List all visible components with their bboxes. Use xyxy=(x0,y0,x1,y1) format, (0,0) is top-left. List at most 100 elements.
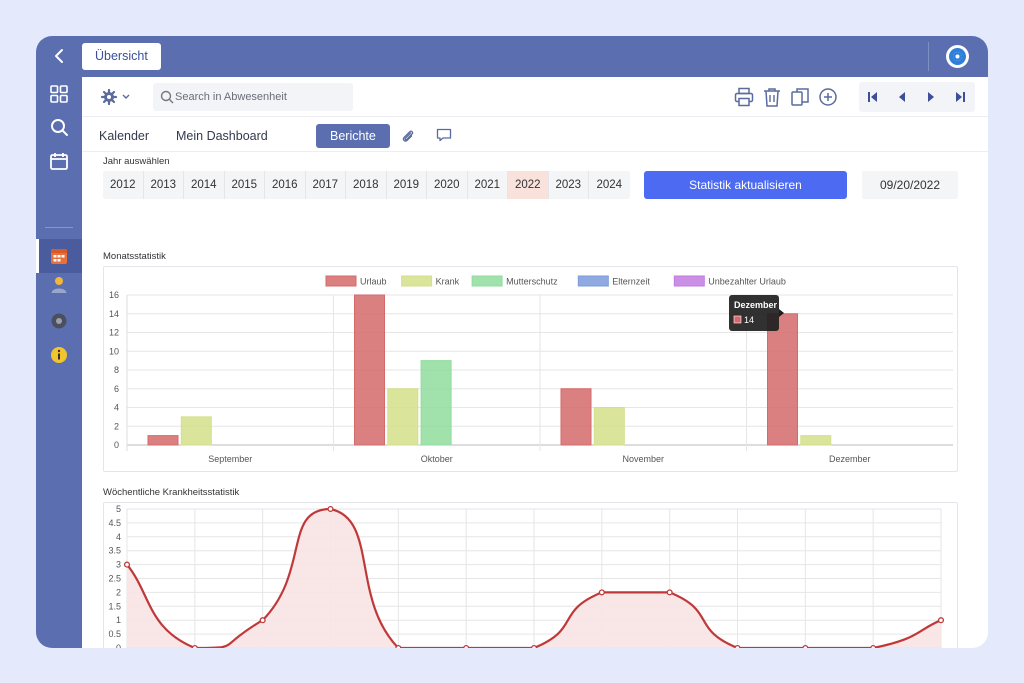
pagination-group xyxy=(859,82,975,112)
y-tick-label: 14 xyxy=(109,309,119,319)
update-statistics-button[interactable]: Statistik aktualisieren xyxy=(644,171,847,199)
year-option-selected[interactable]: 2022 xyxy=(508,171,549,199)
chevron-left-icon xyxy=(55,49,63,63)
legend-item: Elternzeit xyxy=(577,275,650,287)
legend-item: Mutterschutz xyxy=(471,275,558,287)
data-point xyxy=(666,589,673,596)
next-icon[interactable] xyxy=(923,89,939,105)
x-tick-label: Dezember xyxy=(829,454,871,464)
y-tick-label: 0 xyxy=(114,440,119,450)
year-option[interactable]: 2023 xyxy=(549,171,589,199)
legend-swatch xyxy=(401,275,433,287)
y-tick-label: 2 xyxy=(116,587,121,597)
paperclip-icon[interactable] xyxy=(401,129,415,143)
data-point xyxy=(395,644,402,648)
y-tick-label: 1 xyxy=(116,615,121,625)
sub-navigation: Kalender Mein Dashboard Berichte xyxy=(82,117,988,152)
bar-urlaub xyxy=(767,313,798,446)
date-field[interactable]: 09/20/2022 xyxy=(862,171,958,199)
y-tick-label: 8 xyxy=(114,365,119,375)
bar-urlaub xyxy=(147,435,179,446)
data-point xyxy=(937,617,945,624)
prev-icon[interactable] xyxy=(894,89,910,105)
year-option[interactable]: 2020 xyxy=(427,171,468,199)
data-point xyxy=(530,644,538,648)
overview-tab[interactable]: Übersicht xyxy=(82,43,161,70)
year-option[interactable]: 2012 xyxy=(103,171,144,199)
tooltip-title: Dezember xyxy=(734,300,778,310)
main-area: Kalender Mein Dashboard Berichte Jahr au… xyxy=(82,77,988,648)
y-tick-label: 4 xyxy=(116,532,121,542)
y-tick-label: 4.5 xyxy=(108,518,121,528)
grid-icon[interactable] xyxy=(49,84,69,104)
y-tick-label: 2 xyxy=(114,421,119,431)
year-option[interactable]: 2019 xyxy=(387,171,427,199)
comment-icon[interactable] xyxy=(436,128,452,142)
area-fill xyxy=(127,509,941,648)
gear-icon xyxy=(100,88,130,106)
legend-label: Krank xyxy=(436,277,460,287)
y-tick-label: 0.5 xyxy=(108,629,121,639)
year-select-label: Jahr auswählen xyxy=(103,156,170,167)
tab-mein-dashboard[interactable]: Mein Dashboard xyxy=(176,129,268,143)
legend-swatch xyxy=(471,275,503,287)
data-point xyxy=(259,617,266,624)
legend-label: Unbezahlter Urlaub xyxy=(708,277,786,287)
toolbar xyxy=(82,77,988,117)
copy-icon[interactable] xyxy=(789,86,811,108)
year-option[interactable]: 2016 xyxy=(265,171,306,199)
year-option[interactable]: 2015 xyxy=(225,171,265,199)
tooltip-arrow xyxy=(779,309,784,317)
year-option[interactable]: 2024 xyxy=(596,179,623,191)
search-icon[interactable] xyxy=(49,117,69,137)
year-option[interactable]: 2018 xyxy=(346,171,387,199)
legend-item: Urlaub xyxy=(325,275,387,287)
legend-swatch xyxy=(673,275,705,287)
y-tick-label: 0 xyxy=(116,643,121,648)
weekly-line-chart: 00.511.522.533.544.55KW 37KW 39KW 40KW 4… xyxy=(108,504,945,648)
tab-kalender[interactable]: Kalender xyxy=(99,129,150,143)
back-button[interactable] xyxy=(50,46,70,66)
bar-mutterschutz xyxy=(420,360,452,446)
weekly-stats-title: Wöchentliche Krankheitsstatistik xyxy=(103,487,240,498)
calendar-icon[interactable] xyxy=(49,151,69,171)
bar-krank xyxy=(800,435,832,446)
chart-tooltip: Dezember 14 xyxy=(729,295,784,331)
year-option[interactable]: 2017 xyxy=(306,171,346,199)
y-tick-label: 16 xyxy=(109,290,119,300)
legend-label: Urlaub xyxy=(360,277,387,287)
search-box xyxy=(153,83,353,111)
settings-dropdown[interactable] xyxy=(100,88,136,106)
tab-berichte[interactable]: Berichte xyxy=(316,124,390,148)
legend-label: Elternzeit xyxy=(612,277,650,287)
first-page-icon[interactable] xyxy=(865,89,881,105)
sidebar-item-active[interactable] xyxy=(36,239,82,273)
last-page-icon[interactable] xyxy=(952,89,968,105)
bar-urlaub xyxy=(354,294,385,446)
search-input[interactable] xyxy=(175,83,349,111)
tooltip-value: 14 xyxy=(744,315,754,325)
tooltip-swatch xyxy=(733,315,742,324)
data-point xyxy=(191,644,198,648)
y-tick-label: 4 xyxy=(114,403,119,413)
y-tick-label: 3.5 xyxy=(108,546,121,556)
monthly-stats-title: Monatsstatistik xyxy=(103,251,166,262)
user-icon[interactable] xyxy=(49,275,69,295)
x-tick-label: September xyxy=(208,454,252,464)
year-option[interactable]: 2014 xyxy=(184,171,225,199)
settings-icon[interactable] xyxy=(49,311,69,331)
monthly-bar-chart: Urlaub Krank Mutterschutz Elternzeit Unbezah… xyxy=(109,275,953,464)
info-icon[interactable] xyxy=(49,345,69,365)
printer-icon[interactable] xyxy=(733,86,755,108)
legend-item: Krank xyxy=(401,275,460,287)
top-divider xyxy=(928,42,929,71)
target-logo[interactable] xyxy=(946,45,969,68)
trash-icon[interactable] xyxy=(761,86,783,108)
year-option[interactable]: 2013 xyxy=(144,171,184,199)
bar-urlaub xyxy=(560,388,592,446)
add-circle-icon[interactable] xyxy=(817,86,839,108)
bar-krank xyxy=(180,416,212,446)
year-option[interactable]: 2021 xyxy=(468,171,508,199)
sidebar xyxy=(36,77,82,648)
legend-label: Mutterschutz xyxy=(506,277,558,287)
